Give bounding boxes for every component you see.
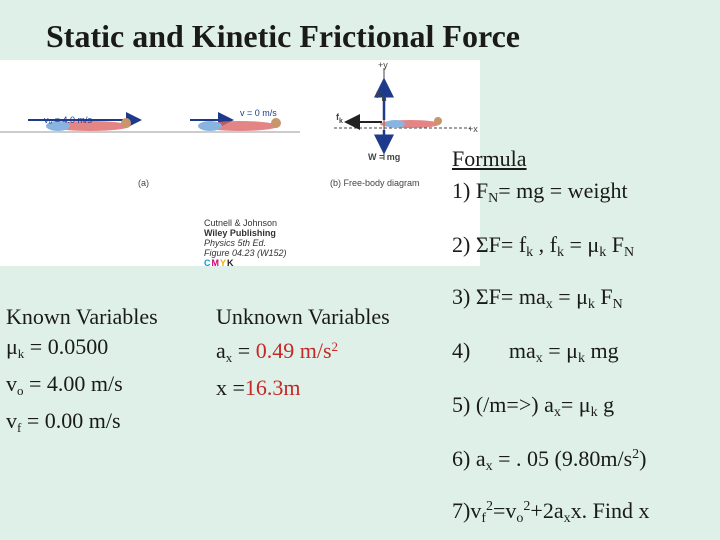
formula-3: 3) ΣF= max = μk FN [452,284,623,312]
formula-7: 7)vf2=vo2+2axx. Find x [452,498,650,526]
credit-line-3: Physics 5th Ed. [204,238,267,248]
caption-b: (b) Free-body diagram [330,178,420,188]
plus-x-label: +x [468,124,478,134]
slide-title: Static and Kinetic Frictional Force [46,18,520,54]
friction-label: fk [336,112,343,125]
known-variables-header: Known Variables [6,304,158,329]
known-variable-item: vf = 0.00 m/s [6,408,121,435]
credit-line-1: Cutnell & Johnson [204,218,278,228]
formula-4: 4) max = μk mg [452,338,619,366]
unknown-variable-acceleration: ax = 0.49 m/s2 [216,338,338,365]
figure-illustration [0,68,470,160]
credit-line-2: Wiley Publishing [204,228,276,238]
credit-line-4: Figure 04.23 (W152) [204,248,287,258]
plus-y-label: +y [378,60,388,70]
velocity-label-right: v = 0 m/s [240,108,277,118]
formula-2: 2) ΣF= fk , fk = μk FN [452,232,635,260]
known-variable-item: vo = 4.00 m/s [6,371,123,398]
unknown-variables: Unknown Variables ax = 0.49 m/s2 x =16.3… [216,302,390,403]
weight-label: W = mg [368,152,401,162]
caption-a: (a) [138,178,149,188]
sliding-person-right-icon [198,118,281,131]
formula-heading: Formula [452,146,527,171]
sliding-person-fbd-icon [380,117,442,128]
formula-1: 1) FN= mg = weight [452,178,628,206]
formula-5: 5) (/m=>) ax= μk g [452,392,615,420]
formula-6: 6) ax = . 05 (9.80m/s2) [452,446,647,474]
velocity-label-left: v₀ = 4.0 m/s [44,115,93,125]
unknown-variable-distance: x =16.3m [216,375,301,400]
known-variables: Known Variables μk = 0.0500 vo = 4.00 m/… [6,302,158,443]
normal-force-label: FN [376,90,387,103]
figure-credit: Cutnell & Johnson Wiley Publishing Physi… [204,218,287,268]
figure-skier-free-body: v₀ = 4.0 m/s v = 0 m/s +y +x FN fk W = m… [0,60,480,266]
sliding-person-left-icon [46,118,131,131]
known-variable-item: μk = 0.0500 [6,334,109,361]
unknown-variables-header: Unknown Variables [216,304,390,329]
credit-cmyk: CMYK [204,258,235,268]
